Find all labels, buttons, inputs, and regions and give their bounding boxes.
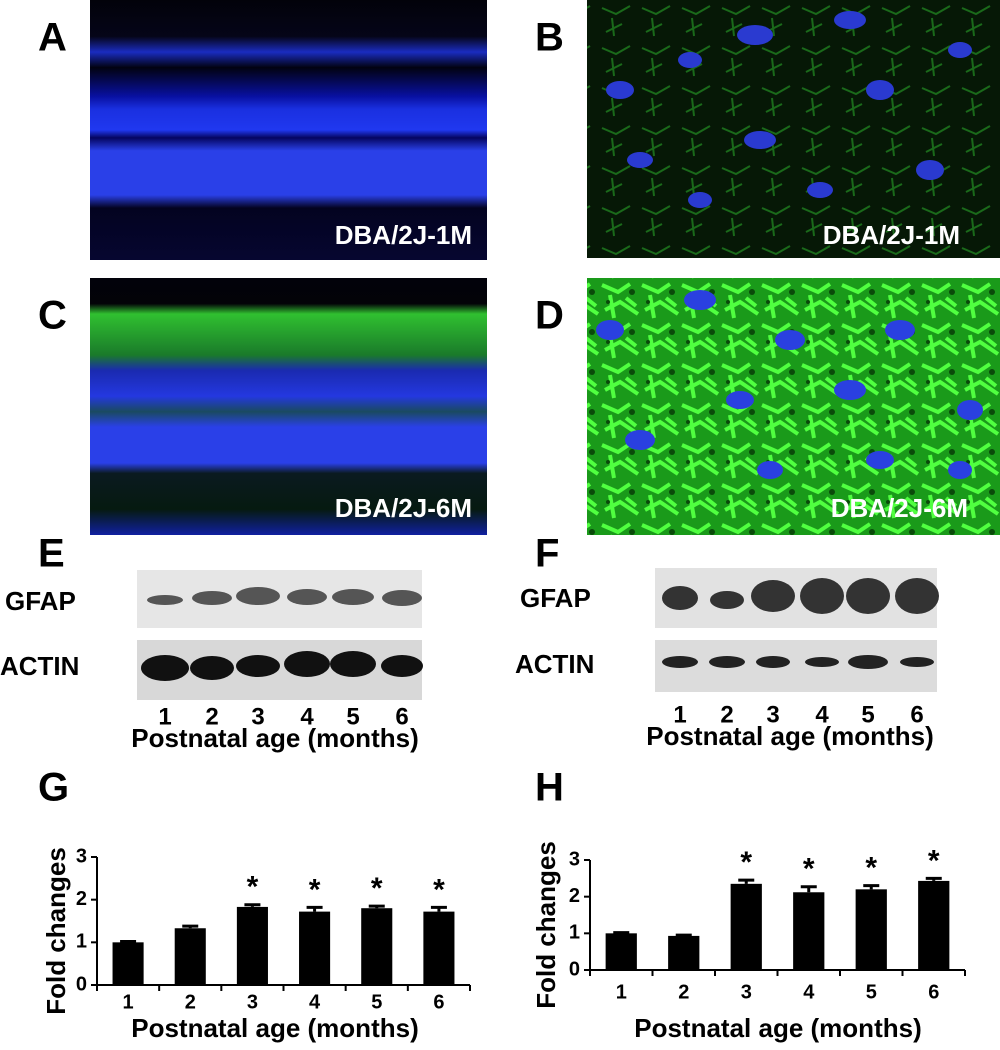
x-axis-title: Postnatal age (months): [131, 1013, 418, 1043]
blot-row-label: ACTIN: [515, 649, 594, 679]
x-tick-label: 6: [928, 981, 939, 1003]
bar: [918, 880, 950, 970]
x-tick-label: 3: [741, 981, 752, 1003]
lane-label: 4: [815, 701, 829, 728]
bar: [299, 911, 331, 985]
error-bar: [430, 905, 447, 912]
lane-label: 1: [158, 703, 171, 730]
y-axis-title: Fold changes: [531, 841, 561, 1009]
bar: [236, 906, 268, 985]
lane-label: 1: [673, 701, 686, 728]
lane-label: 5: [346, 703, 359, 730]
error-bar: [738, 878, 755, 884]
caption: DBA/2J-6M: [831, 493, 968, 523]
bar: [423, 911, 455, 985]
bar: [793, 892, 825, 970]
bar: [361, 908, 393, 985]
error-bar: [306, 905, 323, 912]
error-bar: [613, 931, 630, 935]
lane-label: 6: [910, 701, 923, 728]
x-tick-label: 5: [866, 981, 877, 1003]
x-tick-label: 5: [371, 991, 382, 1013]
error-bar: [863, 884, 880, 890]
error-bar: [675, 933, 692, 937]
lane-label: 3: [766, 701, 779, 728]
y-tick-label: 3: [76, 845, 87, 867]
x-axis-title: Postnatal age (months): [634, 1013, 921, 1043]
error-bar: [244, 903, 261, 907]
bar: [730, 883, 762, 970]
significance-marker: *: [371, 872, 383, 905]
lane-label: 2: [720, 701, 733, 728]
micrograph-a: [90, 0, 487, 260]
lane-label: 5: [861, 701, 874, 728]
significance-marker: *: [928, 844, 940, 877]
y-tick-label: 2: [569, 885, 580, 907]
panel-label: B: [535, 16, 564, 60]
error-bar: [368, 904, 385, 909]
panel-label: H: [535, 766, 564, 810]
x-tick-label: 4: [309, 991, 321, 1013]
x-axis-title: Postnatal age (months): [646, 721, 933, 751]
lane-label: 3: [251, 703, 264, 730]
x-tick-label: 1: [123, 991, 134, 1013]
blot-row-label: GFAP: [5, 586, 76, 616]
blot-f: [655, 568, 939, 692]
y-tick-label: 1: [569, 922, 580, 944]
x-tick-label: 3: [247, 991, 258, 1013]
micrograph-b: [587, 0, 1000, 258]
bar: [174, 928, 206, 985]
blot-row-label: GFAP: [520, 583, 591, 613]
y-tick-label: 2: [76, 888, 87, 910]
error-bar: [182, 924, 199, 929]
caption: DBA/2J-6M: [335, 493, 472, 523]
x-tick-label: 4: [803, 981, 815, 1003]
blot-row-label: ACTIN: [0, 651, 79, 681]
x-tick-label: 6: [433, 991, 444, 1013]
bar: [112, 942, 144, 985]
error-bar: [120, 939, 137, 943]
bar: [605, 933, 637, 970]
micrograph-c: [90, 278, 487, 535]
y-tick-label: 1: [76, 931, 87, 953]
x-axis-title: Postnatal age (months): [131, 723, 418, 753]
panel-label: A: [38, 16, 67, 60]
lane-label: 6: [395, 703, 408, 730]
error-bar: [800, 885, 817, 893]
error-bar: [925, 876, 942, 881]
panel-label: G: [38, 766, 69, 810]
significance-marker: *: [247, 871, 259, 904]
micrograph-d: [587, 278, 1000, 535]
y-tick-label: 0: [76, 973, 87, 995]
x-tick-label: 2: [185, 991, 196, 1013]
panel-label: E: [38, 532, 65, 576]
lane-label: 2: [205, 703, 218, 730]
caption: DBA/2J-1M: [823, 220, 960, 250]
significance-marker: *: [740, 846, 752, 879]
caption: DBA/2J-1M: [335, 220, 472, 250]
x-tick-label: 1: [616, 981, 627, 1003]
blot-e: [137, 570, 423, 700]
panel-label: C: [38, 294, 67, 338]
bar: [855, 889, 887, 970]
bar: [668, 935, 700, 970]
x-tick-label: 2: [678, 981, 689, 1003]
y-tick-label: 0: [569, 958, 580, 980]
significance-marker: *: [803, 853, 815, 886]
significance-marker: *: [309, 873, 321, 906]
y-tick-label: 3: [569, 848, 580, 870]
lane-label: 4: [300, 703, 314, 730]
panel-label: F: [535, 532, 559, 576]
y-axis-title: Fold changes: [41, 847, 71, 1015]
significance-marker: *: [433, 873, 445, 906]
significance-marker: *: [865, 852, 877, 885]
panel-label: D: [535, 294, 564, 338]
